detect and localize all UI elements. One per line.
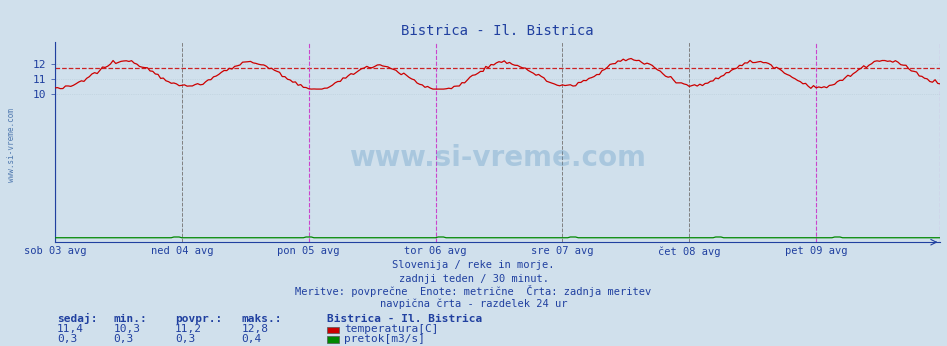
- Text: www.si-vreme.com: www.si-vreme.com: [7, 108, 16, 182]
- Text: zadnji teden / 30 minut.: zadnji teden / 30 minut.: [399, 274, 548, 284]
- Text: temperatura[C]: temperatura[C]: [344, 324, 438, 334]
- Text: maks.:: maks.:: [241, 315, 282, 325]
- Text: www.si-vreme.com: www.si-vreme.com: [349, 144, 646, 172]
- Text: 0,4: 0,4: [241, 334, 261, 344]
- Text: povpr.:: povpr.:: [175, 315, 223, 325]
- Text: sedaj:: sedaj:: [57, 313, 98, 325]
- Text: pretok[m3/s]: pretok[m3/s]: [344, 334, 425, 344]
- Text: 11,2: 11,2: [175, 324, 203, 334]
- Text: 0,3: 0,3: [175, 334, 195, 344]
- Text: Bistrica - Il. Bistrica: Bistrica - Il. Bistrica: [327, 315, 482, 325]
- Text: 12,8: 12,8: [241, 324, 269, 334]
- Text: navpična črta - razdelek 24 ur: navpična črta - razdelek 24 ur: [380, 299, 567, 309]
- Text: min.:: min.:: [114, 315, 148, 325]
- Text: Meritve: povprečne  Enote: metrične  Črta: zadnja meritev: Meritve: povprečne Enote: metrične Črta:…: [295, 285, 652, 297]
- Text: 10,3: 10,3: [114, 324, 141, 334]
- Text: 0,3: 0,3: [57, 334, 77, 344]
- Text: Slovenija / reke in morje.: Slovenija / reke in morje.: [392, 260, 555, 270]
- Text: 0,3: 0,3: [114, 334, 134, 344]
- Text: 11,4: 11,4: [57, 324, 84, 334]
- Title: Bistrica - Il. Bistrica: Bistrica - Il. Bistrica: [402, 24, 594, 38]
